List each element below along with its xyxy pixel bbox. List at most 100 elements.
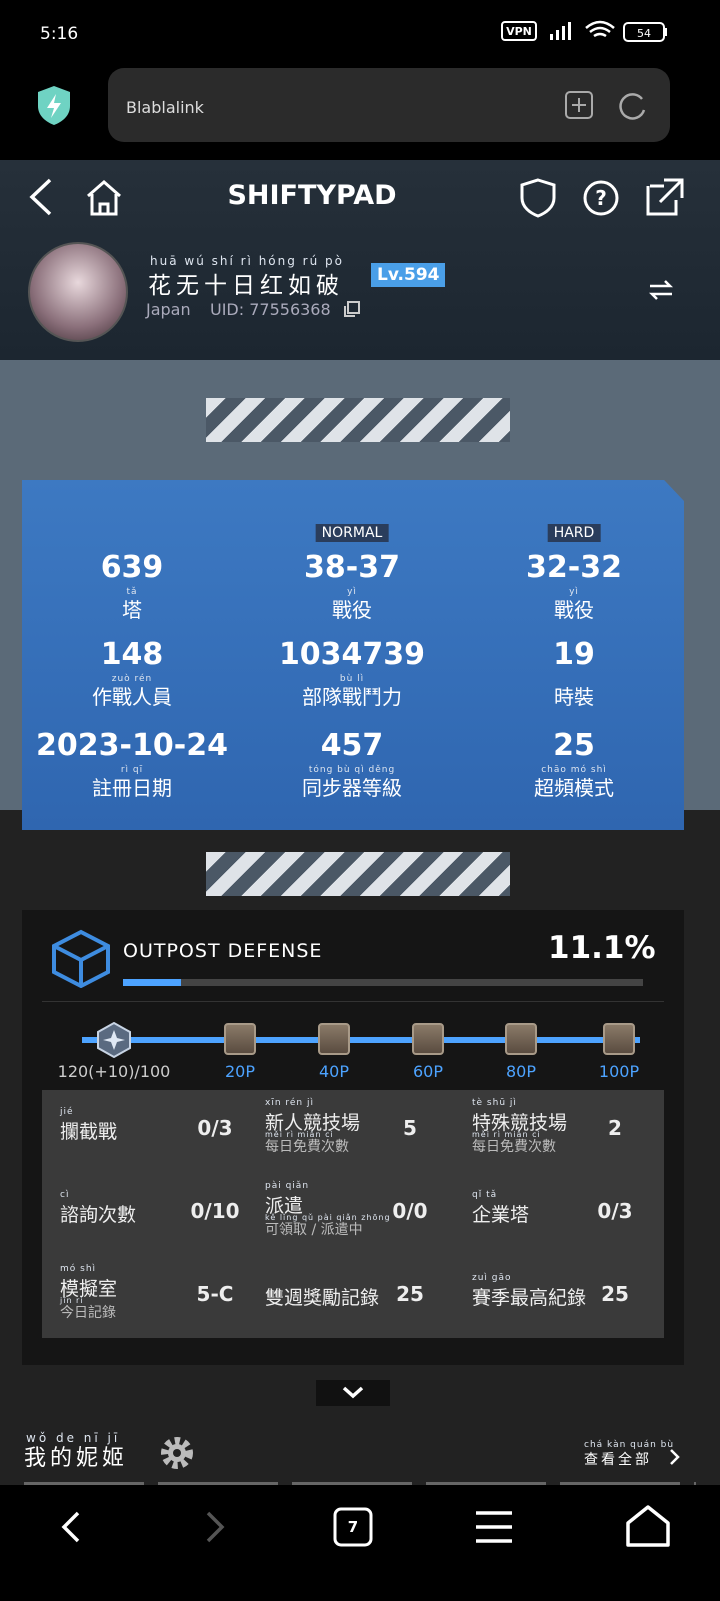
cell-value: 0/10 xyxy=(190,1199,240,1223)
stat-ruby: yì xyxy=(569,587,579,597)
cell-label: 雙週獎勵記錄 xyxy=(265,1287,380,1309)
cell-label: 派遣 xyxy=(265,1195,304,1217)
view-all-arrow xyxy=(670,1449,680,1465)
stat-value: 19 xyxy=(553,637,595,672)
header-icons: ? xyxy=(29,178,684,218)
nikke-ruby: wǒ de nī jī xyxy=(26,1431,121,1445)
cell-label: 諮詢次數 xyxy=(60,1204,137,1226)
nikke-title: 我的妮姬 xyxy=(24,1446,129,1471)
milestone-line xyxy=(82,1037,640,1043)
cell-label: 攔截戰 xyxy=(60,1121,118,1143)
progress-track xyxy=(123,979,643,986)
svg-text:VPN: VPN xyxy=(506,25,532,38)
nav-icons xyxy=(61,1505,670,1547)
summary-table xyxy=(42,1090,664,1338)
stat-value: 457 xyxy=(320,728,384,763)
cell-ruby: pài qiǎn xyxy=(265,1181,310,1191)
stat-ruby: chāo mó shì xyxy=(541,765,607,775)
stat-value: 25 xyxy=(553,728,595,763)
cell-value: 25 xyxy=(396,1282,424,1306)
outpost-progress: 11.1% xyxy=(548,930,656,966)
progress-fill xyxy=(123,979,181,986)
stat-label: 同步器等級 xyxy=(302,776,402,800)
cell-value: 5-C xyxy=(196,1282,234,1306)
cell-ruby: qǐ tǎ xyxy=(472,1190,498,1200)
milestone-chest xyxy=(224,1023,256,1055)
stat-ruby: tóng bù qì děng xyxy=(308,765,396,775)
cell-ruby: jié xyxy=(60,1107,74,1117)
stat-ruby: rì qī xyxy=(120,765,144,775)
stat-value: 2023-10-24 xyxy=(36,728,228,763)
switch-icon[interactable] xyxy=(648,280,674,300)
address-bar[interactable]: Blablalink xyxy=(108,68,670,142)
stat-label: 戰役 xyxy=(554,598,594,622)
cell-label: 企業塔 xyxy=(472,1204,530,1226)
stat-label: 塔 xyxy=(122,598,142,622)
svg-text:?: ? xyxy=(595,186,607,210)
cell-sub-ruby: měi rì miǎn cì xyxy=(265,1130,334,1139)
card-edges xyxy=(24,1482,696,1485)
page-title: SHIFTYPAD xyxy=(227,180,397,211)
nav-bar: 7 xyxy=(0,1485,720,1601)
view-all-ruby: chá kàn quán bù xyxy=(584,1440,675,1450)
stat-value: 639 xyxy=(100,550,164,585)
stat-label: 時裝 xyxy=(554,685,594,709)
address-actions xyxy=(565,91,646,120)
outpost-icon xyxy=(52,929,110,988)
milestone-label: 60P xyxy=(412,1062,444,1081)
player-name: 花无十日红如破 xyxy=(148,273,344,299)
expand-button[interactable] xyxy=(316,1380,390,1406)
view-all[interactable]: 查看全部 xyxy=(584,1452,652,1468)
stat-label: 作戰人員 xyxy=(92,685,172,709)
status-icons: VPN 54 xyxy=(501,20,667,42)
milestone-label: 80P xyxy=(505,1062,537,1081)
cell-label: 模擬室 xyxy=(60,1278,118,1300)
avatar[interactable] xyxy=(28,242,128,342)
url-text: Blablalink xyxy=(126,98,204,117)
stat-value: 38-37 xyxy=(304,550,400,585)
cell-label: 賽季最高紀錄 xyxy=(472,1287,587,1309)
stat-value: 148 xyxy=(100,637,164,672)
stat-ruby: bù lì xyxy=(339,674,365,684)
cell-sub-ruby: měi rì miǎn cì xyxy=(472,1130,541,1139)
cell-sub-ruby: kě lǐng qǔ pài qiǎn zhōng xyxy=(265,1213,391,1222)
header-bg xyxy=(0,160,720,360)
battery-level: 54 xyxy=(637,27,651,40)
section-banner xyxy=(206,852,510,896)
stat-label: 部隊戰鬥力 xyxy=(302,685,402,709)
section-banner xyxy=(206,398,510,442)
cell-value: 25 xyxy=(601,1282,629,1306)
cell-value: 2 xyxy=(608,1116,622,1140)
name-ruby: huā wú shí rì hóng rú pò xyxy=(150,254,344,268)
milestone-label: 40P xyxy=(318,1062,350,1081)
cell-sub: 可領取 / 派遣中 xyxy=(265,1222,363,1238)
cell-value: 0/3 xyxy=(597,1199,633,1223)
cell-sub: 每日免費次數 xyxy=(265,1139,349,1155)
cell-value: 0/0 xyxy=(392,1199,428,1223)
player-level: Lv.594 xyxy=(371,263,446,287)
milestone-chest xyxy=(318,1023,350,1055)
current-points: 120(+10)/100 xyxy=(57,1062,171,1081)
copy-icon[interactable] xyxy=(343,300,363,318)
milestone-chest xyxy=(603,1023,635,1055)
cell-ruby: zuì gāo xyxy=(472,1273,512,1283)
cell-value: 5 xyxy=(403,1116,417,1140)
player-region: Japan xyxy=(146,300,191,319)
cell-ruby: mó shì xyxy=(60,1264,97,1274)
stat-ruby: tǎ xyxy=(126,587,138,597)
stat-value: 1034739 xyxy=(278,637,426,672)
cell-label: 特殊競技場 xyxy=(472,1112,568,1134)
settings-icon[interactable] xyxy=(158,1434,196,1472)
cell-ruby: cì xyxy=(60,1190,70,1200)
current-marker xyxy=(97,1022,131,1058)
stat-label: 戰役 xyxy=(332,598,372,622)
tab-count[interactable]: 7 xyxy=(347,1518,359,1536)
stat-value: 32-32 xyxy=(526,550,622,585)
cell-label: 新人競技場 xyxy=(265,1112,361,1134)
stat-label: 超頻模式 xyxy=(534,776,614,800)
milestone-chest xyxy=(412,1023,444,1055)
column-header: NORMAL xyxy=(315,524,389,542)
divider xyxy=(42,1001,664,1002)
milestone-label: 20P xyxy=(224,1062,256,1081)
